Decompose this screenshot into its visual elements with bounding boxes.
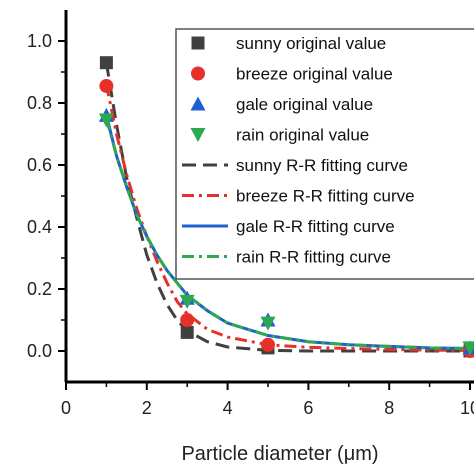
legend-label-3: rain original value bbox=[236, 126, 369, 145]
plot-area bbox=[98, 56, 474, 358]
data-point-s3-2 bbox=[260, 316, 276, 331]
legend: sunny original value breeze original valu… bbox=[175, 28, 474, 280]
legend-marker-1 bbox=[191, 66, 205, 81]
series-line-5 bbox=[104, 84, 471, 352]
data-point-s1-2 bbox=[261, 337, 275, 352]
legend-label-6: gale R-R fitting curve bbox=[236, 217, 395, 236]
data-point-s1-0 bbox=[99, 78, 114, 93]
legend-box bbox=[175, 28, 474, 280]
y-tick-label-1: 0.2 bbox=[27, 279, 52, 299]
y-tick-label-0: 0.0 bbox=[27, 341, 52, 361]
legend-marker-3 bbox=[190, 128, 206, 142]
data-point-s0-0 bbox=[99, 56, 113, 70]
legend-marker-0 bbox=[191, 36, 205, 50]
legend-label-5: breeze R-R fitting curve bbox=[236, 187, 415, 206]
x-tick-label-0: 0 bbox=[61, 398, 71, 418]
data-point-s3-1 bbox=[179, 294, 195, 309]
y-tick-label-2: 0.4 bbox=[27, 217, 52, 237]
data-point-s0-1 bbox=[180, 325, 194, 339]
data-point-s3-3 bbox=[462, 341, 474, 356]
legend-label-4: sunny R-R fitting curve bbox=[236, 156, 408, 175]
y-tick-label-4: 0.8 bbox=[27, 93, 52, 113]
legend-marker-2 bbox=[190, 96, 206, 111]
series-line-7 bbox=[104, 118, 471, 350]
y-tick-label-5: 1.0 bbox=[27, 31, 52, 51]
x-axis-title: Particle diameter (μm) bbox=[181, 443, 378, 465]
legend-label-0: sunny original value bbox=[236, 34, 386, 53]
legend-label-7: rain R-R fitting curve bbox=[236, 248, 391, 267]
x-tick-label-2: 4 bbox=[223, 398, 233, 418]
y-tick-label-3: 0.6 bbox=[27, 155, 52, 175]
legend-label-2: gale original value bbox=[236, 95, 373, 114]
x-tick-label-4: 8 bbox=[384, 398, 394, 418]
data-point-s1-1 bbox=[180, 313, 195, 327]
axes: 0 2 4 6 8 10 0.0 0.2 0.4 0.6 0.8 1.0 bbox=[27, 10, 474, 418]
x-tick-label-5: 10 bbox=[460, 398, 474, 418]
legend-label-1: breeze original value bbox=[236, 65, 393, 84]
x-tick-label-1: 2 bbox=[142, 398, 152, 418]
x-tick-label-3: 6 bbox=[303, 398, 313, 418]
data-point-s3-0 bbox=[98, 113, 114, 128]
